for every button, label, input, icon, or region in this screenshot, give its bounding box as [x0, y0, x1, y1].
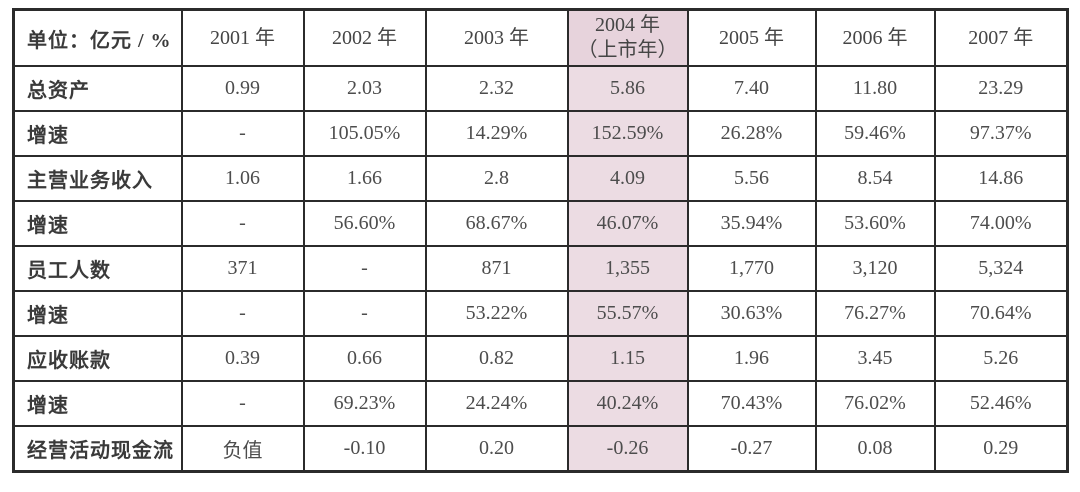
table-row: 增速 -56.60% 68.67% 46.07% 35.94% 53.60% 74.00%	[12, 200, 1069, 247]
year-header-cell: 2005 年	[686, 8, 817, 67]
year-header-cell: 2002 年	[302, 8, 427, 67]
data-cell: 0.29	[933, 425, 1069, 472]
row-label: 应收账款	[12, 335, 183, 382]
data-cell: 23.29	[933, 65, 1069, 112]
data-cell: 52.46%	[933, 380, 1069, 427]
data-cell: 5.56	[686, 155, 817, 202]
data-cell: 105.05%	[302, 110, 427, 157]
year-header-cell: 2006 年	[814, 8, 936, 67]
table-row: 增速 -69.23% 24.24% 40.24% 70.43% 76.02% 52.46%	[12, 380, 1069, 427]
data-cell: -0.27	[686, 425, 817, 472]
data-cell: 11.80	[814, 65, 936, 112]
data-cell: 56.60%	[302, 200, 427, 247]
table-row: 总资产 0.99 2.03 2.32 5.86 7.40 11.80 23.29	[12, 65, 1069, 112]
data-cell: 2.32	[424, 65, 569, 112]
header-row: 单位：亿元 / % 2001 年 2002 年 2003 年 2004 年 （上市年）…	[12, 8, 1069, 67]
data-cell: 24.24%	[424, 380, 569, 427]
data-cell: 59.46%	[814, 110, 936, 157]
row-label: 增速	[12, 200, 183, 247]
data-cell: 1,770	[686, 245, 817, 292]
unit-header-cell: 单位：亿元 / %	[12, 8, 183, 67]
data-cell: 5,324	[933, 245, 1069, 292]
table-row: 增速 - -53.22% 55.57% 30.63% 76.27% 70.64%	[12, 290, 1069, 337]
table-row: 增速 -105.05% 14.29% 152.59% 26.28% 59.46% 97.37…	[12, 110, 1069, 157]
data-cell: 0.99	[180, 65, 305, 112]
row-label: 经营活动现金流	[12, 425, 183, 472]
row-label: 主营业务收入	[12, 155, 183, 202]
data-cell: 5.26	[933, 335, 1069, 382]
row-label: 增速	[12, 380, 183, 427]
data-cell: 14.29%	[424, 110, 569, 157]
data-cell: 35.94%	[686, 200, 817, 247]
data-cell: 5.86	[566, 65, 689, 112]
data-cell: 1.06	[180, 155, 305, 202]
data-cell: 1.15	[566, 335, 689, 382]
data-cell: 0.20	[424, 425, 569, 472]
table-row: 经营活动现金流 负值 -0.10 0.20 -0.26 -0.27 0.08 0.29	[12, 425, 1069, 472]
data-cell: 40.24%	[566, 380, 689, 427]
table-row: 主营业务收入 1.06 1.66 2.8 4.09 5.56 8.54 14.86	[12, 155, 1069, 202]
data-cell: 2.03	[302, 65, 427, 112]
data-cell: 3,120	[814, 245, 936, 292]
data-cell: 4.09	[566, 155, 689, 202]
data-cell: 1.96	[686, 335, 817, 382]
data-cell: -	[302, 245, 427, 292]
data-cell: -	[302, 290, 427, 337]
data-cell: 70.43%	[686, 380, 817, 427]
row-label: 增速	[12, 290, 183, 337]
data-cell: 152.59%	[566, 110, 689, 157]
data-cell: -	[180, 380, 305, 427]
data-cell: 74.00%	[933, 200, 1069, 247]
data-cell: 26.28%	[686, 110, 817, 157]
data-cell: 371	[180, 245, 305, 292]
table-row: 员工人数 371-871 1,355 1,770 3,120 5,324	[12, 245, 1069, 292]
data-cell: 76.27%	[814, 290, 936, 337]
data-cell: 1,355	[566, 245, 689, 292]
table-row: 应收账款 0.39 0.66 0.82 1.15 1.96 3.45 5.26	[12, 335, 1069, 382]
data-cell: 1.66	[302, 155, 427, 202]
data-cell: 30.63%	[686, 290, 817, 337]
data-cell: 14.86	[933, 155, 1069, 202]
year-header-cell: 2001 年	[180, 8, 305, 67]
data-cell: -0.10	[302, 425, 427, 472]
data-cell: -	[180, 110, 305, 157]
data-cell: -	[180, 200, 305, 247]
data-cell: 871	[424, 245, 569, 292]
data-cell: 0.39	[180, 335, 305, 382]
row-label: 增速	[12, 110, 183, 157]
data-cell: -	[180, 290, 305, 337]
year-header-cell: 2007 年	[933, 8, 1069, 67]
data-cell: 68.67%	[424, 200, 569, 247]
data-cell: -0.26	[566, 425, 689, 472]
year-header-cell: 2004 年 （上市年）	[566, 8, 689, 67]
data-cell: 0.82	[424, 335, 569, 382]
data-cell: 3.45	[814, 335, 936, 382]
financial-table: 单位：亿元 / % 2001 年 2002 年 2003 年 2004 年 （上市年）…	[12, 8, 1069, 473]
data-cell: 76.02%	[814, 380, 936, 427]
row-label: 总资产	[12, 65, 183, 112]
data-cell: 46.07%	[566, 200, 689, 247]
data-cell: 53.22%	[424, 290, 569, 337]
row-label: 员工人数	[12, 245, 183, 292]
data-cell: 0.08	[814, 425, 936, 472]
year-header-cell: 2003 年	[424, 8, 569, 67]
data-cell: 69.23%	[302, 380, 427, 427]
table-body: 总资产 0.99 2.03 2.32 5.86 7.40 11.80 23.29 增速 -105.…	[12, 65, 1069, 472]
data-cell: 8.54	[814, 155, 936, 202]
data-cell: 2.8	[424, 155, 569, 202]
data-cell: 55.57%	[566, 290, 689, 337]
data-cell: 0.66	[302, 335, 427, 382]
data-cell: 97.37%	[933, 110, 1069, 157]
data-cell: 7.40	[686, 65, 817, 112]
data-cell: 70.64%	[933, 290, 1069, 337]
data-cell: 53.60%	[814, 200, 936, 247]
data-cell: 负值	[180, 425, 305, 472]
